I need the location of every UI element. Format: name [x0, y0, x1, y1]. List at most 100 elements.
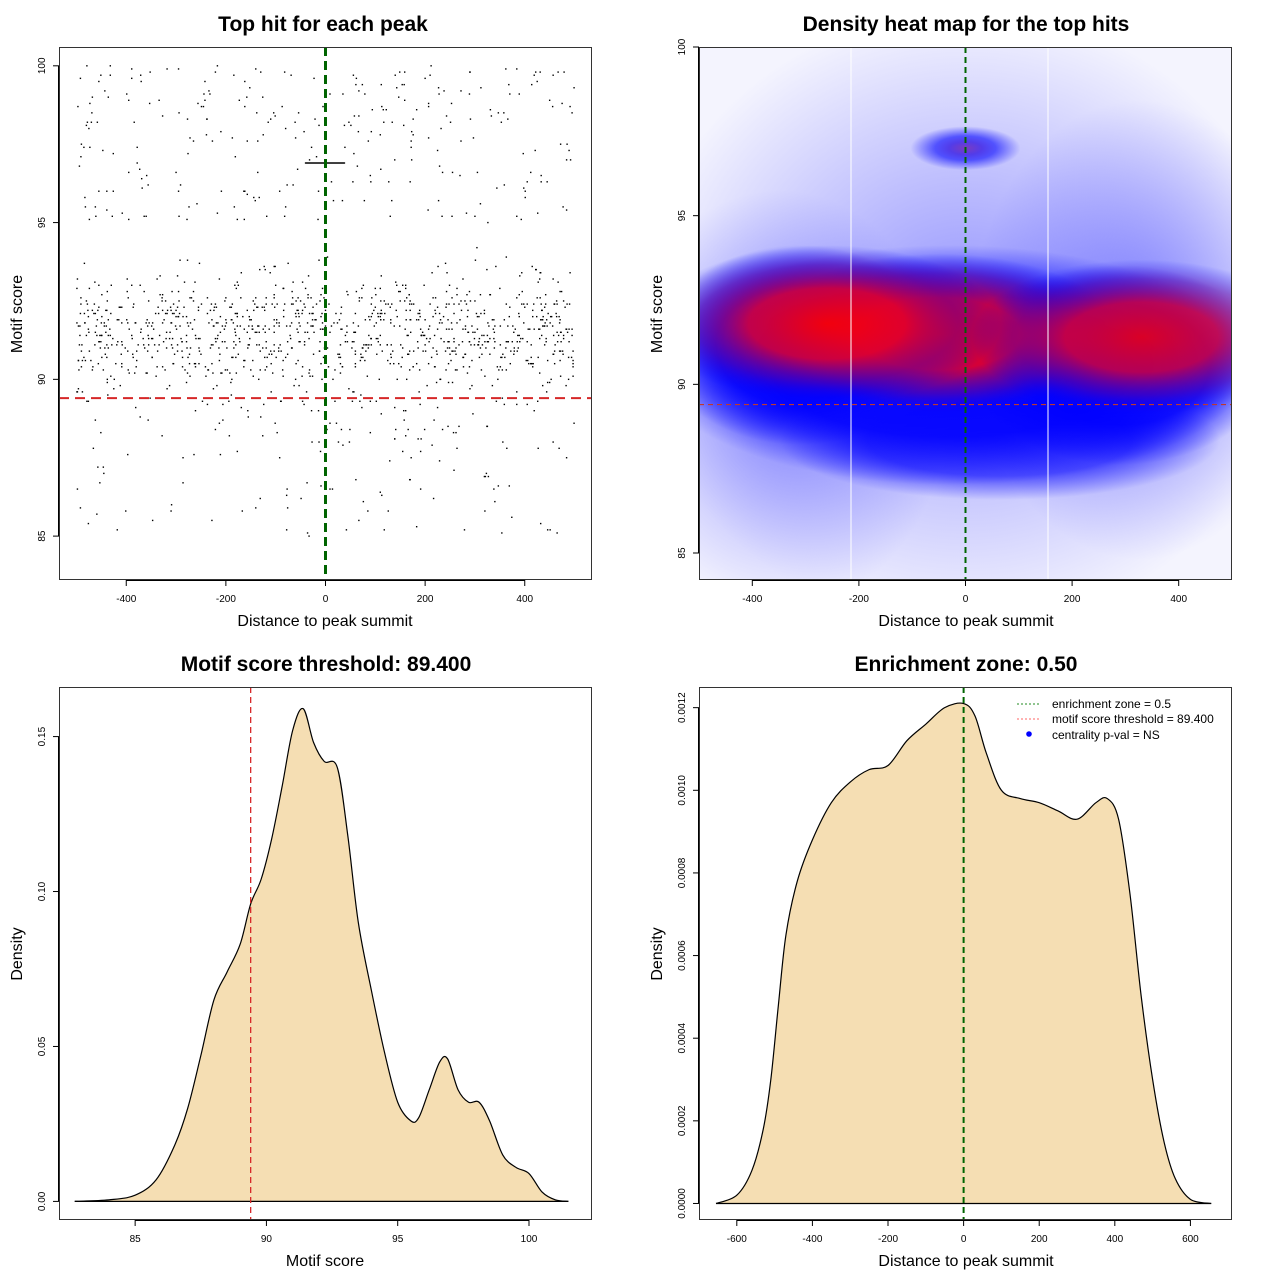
- scatter-point: [268, 328, 270, 330]
- scatter-point: [232, 356, 234, 359]
- scatter-point: [377, 315, 380, 318]
- scatter-point: [437, 87, 440, 89]
- scatter-point: [248, 315, 250, 318]
- scatter-point: [469, 71, 471, 73]
- scatter-point: [159, 275, 161, 277]
- scatter-point: [360, 394, 362, 396]
- scatter-point: [464, 300, 466, 302]
- scatter-point: [342, 444, 344, 446]
- scatter-point: [436, 328, 439, 330]
- scatter-point: [478, 341, 480, 343]
- scatter-point: [492, 328, 495, 330]
- scatter-point: [80, 156, 82, 158]
- scatter-point: [319, 341, 321, 343]
- scatter-point: [258, 331, 260, 334]
- scatter-point: [254, 331, 256, 334]
- scatter-point: [211, 362, 213, 365]
- scatter-point: [312, 306, 314, 308]
- scatter-point: [377, 341, 380, 343]
- scatter-point: [116, 344, 118, 346]
- scatter-point: [341, 328, 343, 330]
- scatter-point: [572, 375, 574, 377]
- scatter-point: [510, 350, 512, 352]
- scatter-point: [296, 168, 299, 170]
- scatter-point: [246, 309, 248, 312]
- scatter-point: [474, 331, 476, 334]
- scatter-point: [286, 353, 289, 355]
- scatter-point: [262, 347, 264, 349]
- scatter-point: [259, 268, 261, 271]
- scatter-point: [448, 347, 451, 349]
- scatter-point: [187, 356, 189, 359]
- scatter-point: [273, 325, 275, 327]
- scatter-point: [156, 278, 158, 280]
- scatter-point: [236, 281, 239, 283]
- scatter-point: [80, 143, 83, 145]
- scatter-point: [219, 353, 221, 355]
- scatter-point: [321, 287, 324, 290]
- scatter-point: [530, 356, 532, 359]
- scatter-point: [362, 284, 365, 286]
- scatter-point: [561, 350, 564, 352]
- scatter-point: [491, 319, 494, 321]
- scatter-point: [184, 369, 186, 371]
- scatter-point: [223, 328, 226, 330]
- scatter-point: [264, 268, 266, 271]
- scatter-point: [501, 356, 503, 359]
- scatter-point: [565, 159, 568, 161]
- scatter-point: [230, 319, 233, 321]
- scatter-point: [311, 162, 314, 164]
- panel-scatter: Top hit for each peak -400 -200 0 200 400 85…: [9, 13, 592, 630]
- scatter-point: [475, 312, 478, 315]
- scatter-point: [283, 71, 286, 73]
- scatter-point: [234, 284, 236, 286]
- scatter-point: [286, 184, 288, 186]
- scatter-point: [273, 306, 276, 308]
- scatter-point: [448, 341, 450, 343]
- scatter-point: [226, 347, 228, 349]
- y-axis-label: Density: [9, 927, 26, 980]
- scatter-point: [408, 478, 411, 481]
- scatter-point: [541, 325, 544, 327]
- scatter-point: [219, 315, 222, 318]
- scatter-point: [557, 334, 560, 337]
- scatter-point: [348, 121, 350, 123]
- scatter-point: [91, 309, 94, 312]
- scatter-point: [506, 447, 508, 450]
- scatter-point: [99, 334, 101, 337]
- scatter-point: [412, 350, 415, 352]
- scatter-point: [94, 331, 97, 334]
- scatter-point: [334, 162, 337, 164]
- scatter-point: [570, 356, 573, 359]
- scatter-point: [317, 162, 320, 164]
- scatter-point: [224, 300, 226, 302]
- scatter-point: [559, 290, 561, 293]
- scatter-point: [310, 409, 313, 412]
- scatter-point: [131, 284, 133, 286]
- scatter-point: [453, 469, 455, 471]
- y-tick-label: 85: [677, 547, 688, 559]
- scatter-point: [176, 275, 179, 277]
- scatter-point: [84, 206, 87, 208]
- scatter-point: [549, 315, 552, 318]
- scatter-point: [303, 130, 305, 133]
- scatter-point: [343, 124, 346, 127]
- scatter-point: [384, 312, 386, 315]
- scatter-point: [266, 366, 268, 368]
- scatter-point: [370, 315, 373, 318]
- scatter-point: [77, 359, 80, 362]
- scatter-point: [525, 359, 527, 362]
- y-tick-label: 85: [37, 530, 48, 542]
- scatter-point: [455, 347, 457, 349]
- scatter-point: [308, 372, 310, 374]
- scatter-point: [182, 457, 184, 459]
- scatter-point: [98, 306, 100, 308]
- scatter-point: [479, 347, 482, 349]
- scatter-point: [565, 457, 568, 459]
- scatter-point: [530, 171, 532, 174]
- scatter-point: [438, 460, 441, 462]
- scatter-point: [281, 369, 284, 371]
- scatter-point: [197, 306, 200, 308]
- legend-enrichment-label: enrichment zone = 0.5: [1052, 697, 1171, 711]
